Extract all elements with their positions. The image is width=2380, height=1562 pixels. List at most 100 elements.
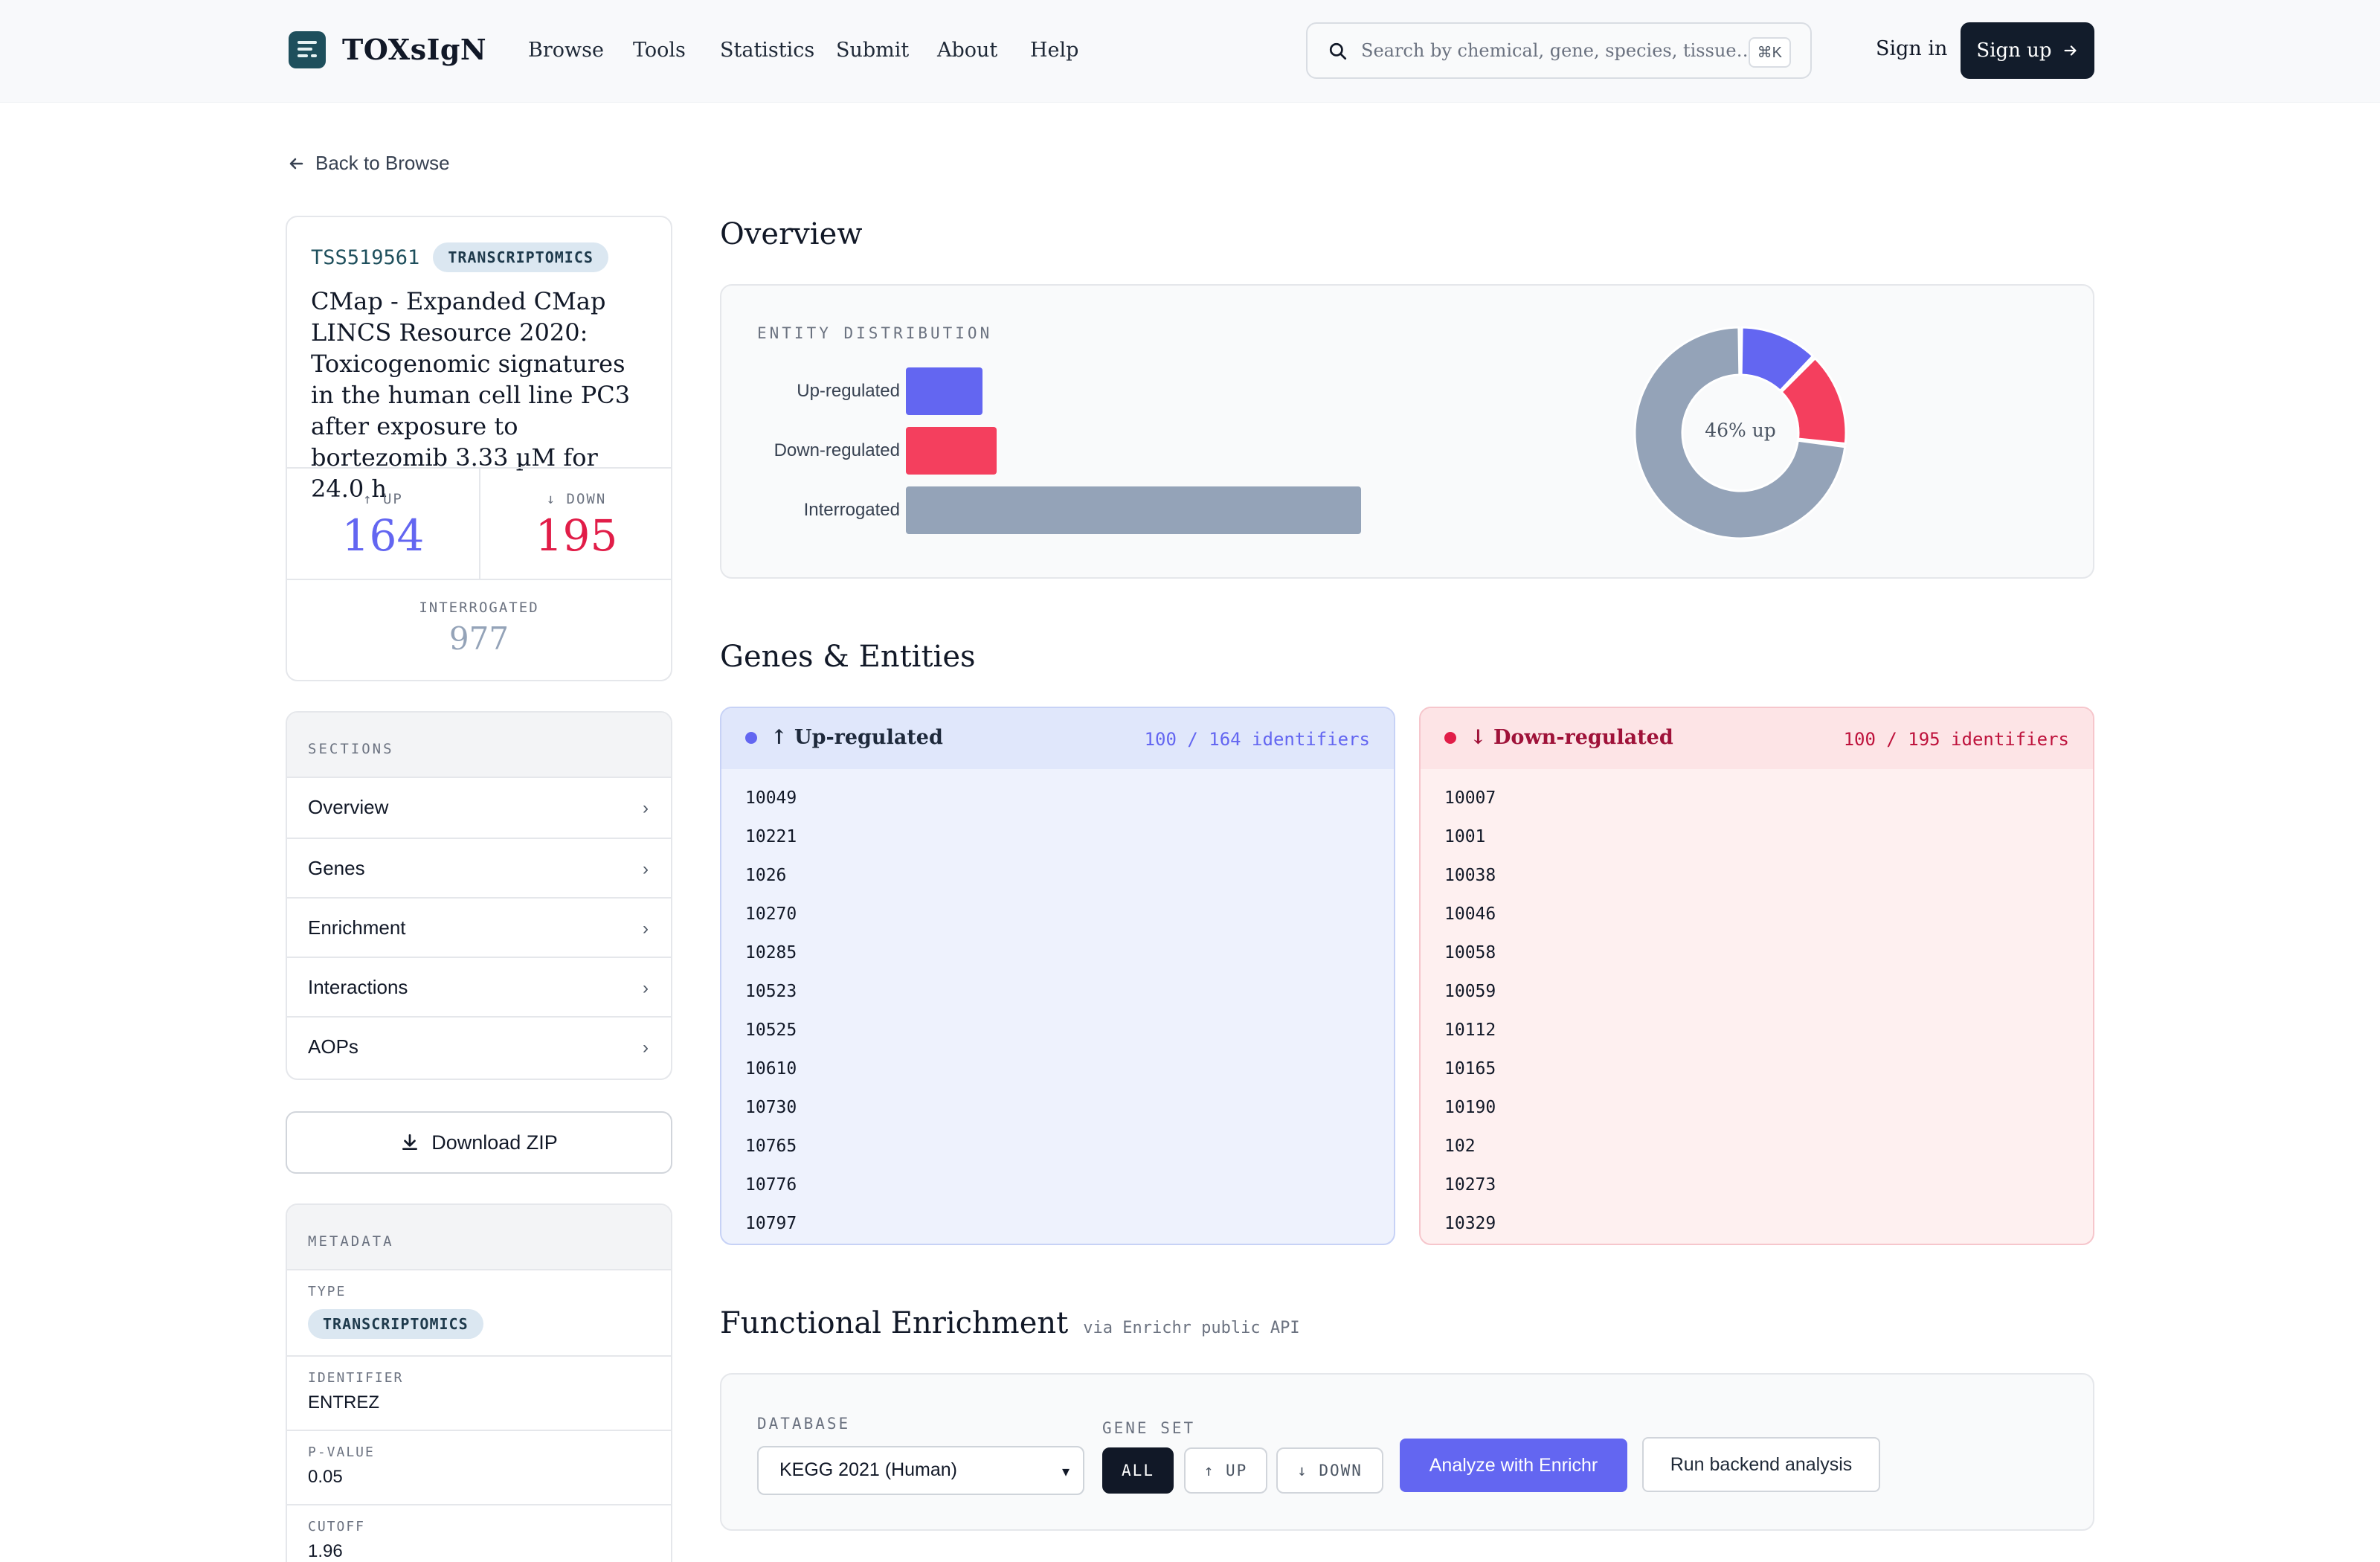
bar-label: Up-regulated [797,381,900,401]
database-select[interactable]: KEGG 2021 (Human) ▾ [757,1446,1084,1495]
gene-id-item[interactable]: 10730 [745,1098,797,1117]
chevron-down-icon: ▾ [1061,1464,1070,1480]
gene-id-item[interactable]: 10038 [1444,866,1496,885]
section-label: Overview [308,796,389,818]
gene-id-item[interactable]: 10046 [1444,904,1496,924]
meta-identifier: IDENTIFIER ENTREZ [287,1355,671,1430]
nav-about[interactable]: About [937,39,998,62]
section-label: Enrichment [308,916,406,939]
search-input[interactable]: Search by chemical, gene, species, tissu… [1306,22,1812,79]
gene-id-item[interactable]: 10610 [745,1059,797,1079]
enrichment-subtitle: via Enrichr public API [1083,1319,1300,1337]
gene-id-item[interactable]: 10776 [745,1175,797,1195]
gene-id-item[interactable]: 10221 [745,827,797,846]
section-enrichment[interactable]: Enrichment › [287,897,671,957]
metadata-card: METADATA TYPE TRANSCRIPTOMICS IDENTIFIER… [286,1203,672,1562]
meta-cutoff: CUTOFF 1.96 [287,1504,671,1562]
search-icon [1329,42,1347,60]
signup-label: Sign up [1976,39,2052,62]
download-label: Download ZIP [431,1131,558,1154]
bar-label: Interrogated [803,500,900,520]
gene-id-item[interactable]: 10270 [745,904,797,924]
meta-key: TYPE [308,1284,347,1299]
up-count: 164 [341,510,425,561]
gene-id-item[interactable]: 1001 [1444,827,1486,846]
gene-id-item[interactable]: 10059 [1444,982,1496,1001]
donut-slice-interrogated[interactable] [1633,326,1847,540]
nav-statistics[interactable]: Statistics [720,39,815,62]
chevron-right-icon: › [643,798,649,818]
overview-panel: ENTITY DISTRIBUTION Up-regulated Down-reg… [720,284,2094,579]
nav-tools[interactable]: Tools [633,39,686,62]
shortcut-badge: ⌘K [1748,37,1791,68]
interrogated-label: INTERROGATED [419,600,539,616]
bar-interrogated[interactable] [906,486,1361,534]
logo-icon[interactable] [289,31,326,68]
nav-help[interactable]: Help [1030,39,1079,62]
geneset-label: GENE SET [1102,1419,1196,1437]
gene-id-item[interactable]: 10007 [1444,788,1496,808]
gene-id-item[interactable]: 10190 [1444,1098,1496,1117]
gene-id-item[interactable]: 10285 [745,943,797,962]
back-link[interactable]: Back to Browse [287,152,450,175]
geneset-up-button[interactable]: ↑ UP [1184,1447,1267,1494]
geneset-all-button[interactable]: ALL [1102,1447,1174,1494]
meta-value: 1.96 [308,1541,343,1561]
donut-center-label: 46% up [1705,420,1776,441]
study-title: CMap - Expanded CMap LINCS Resource 2020… [311,287,631,503]
up-dot-icon [745,731,757,744]
down-dot-icon [1444,731,1456,744]
download-zip-button[interactable]: Download ZIP [286,1111,672,1174]
nav-browse[interactable]: Browse [528,39,604,62]
gene-id-item[interactable]: 1026 [745,866,787,885]
chevron-right-icon: › [643,859,649,879]
analyze-enrichr-button[interactable]: Analyze with Enrichr [1400,1439,1627,1492]
interrogated-count: 977 [448,620,509,657]
database-label: DATABASE [757,1415,851,1433]
bar-up-regulated[interactable] [906,367,982,415]
back-label: Back to Browse [315,152,450,174]
nav-submit[interactable]: Submit [836,39,910,62]
meta-type-badge: TRANSCRIPTOMICS [308,1309,483,1339]
section-interactions[interactable]: Interactions › [287,957,671,1016]
meta-value: 0.05 [308,1467,343,1487]
signin-link[interactable]: Sign in [1876,37,1948,60]
section-genes[interactable]: Genes › [287,838,671,897]
run-backend-button[interactable]: Run backend analysis [1642,1437,1880,1492]
down-label: ↓ DOWN [546,491,607,507]
donut-slice-down-regulated[interactable] [1780,357,1847,446]
meta-value: ENTREZ [308,1392,379,1412]
section-aops[interactable]: AOPs › [287,1016,671,1076]
logo-text[interactable]: TOXsIgN [342,33,487,66]
section-label: AOPs [308,1035,358,1058]
meta-key: P-VALUE [308,1444,375,1460]
chevron-right-icon: › [643,978,649,998]
gene-id-item[interactable]: 10525 [745,1021,797,1040]
gene-id-item[interactable]: 10165 [1444,1059,1496,1079]
signup-button[interactable]: Sign up [1961,22,2094,79]
enrichment-heading-row: Functional Enrichment via Enrichr public … [720,1306,1300,1340]
metadata-title: METADATA [308,1233,394,1250]
study-id: TSS519561 [311,245,420,269]
arrow-left-icon [289,158,303,169]
gene-id-item[interactable]: 10329 [1444,1214,1496,1233]
sections-card: SECTIONS Overview › Genes › Enrichment › In… [286,711,672,1080]
geneset-down-button[interactable]: ↓ DOWN [1276,1447,1383,1494]
distribution-donut-chart [1633,326,1847,540]
meta-pvalue: P-VALUE 0.05 [287,1430,671,1504]
gene-id-item[interactable]: 10273 [1444,1175,1496,1195]
section-label: Interactions [308,976,408,998]
donut-slice-up-regulated[interactable] [1740,326,1814,392]
gene-id-item[interactable]: 10049 [745,788,797,808]
gene-id-item[interactable]: 102 [1444,1137,1476,1156]
section-overview[interactable]: Overview › [287,778,671,838]
bar-down-regulated[interactable] [906,427,997,475]
gene-id-item[interactable]: 10797 [745,1214,797,1233]
gene-id-item[interactable]: 10523 [745,982,797,1001]
up-label: ↑ UP [363,491,403,507]
gene-id-item[interactable]: 10765 [745,1137,797,1156]
gene-id-item[interactable]: 10112 [1444,1021,1496,1040]
chevron-right-icon: › [643,919,649,939]
gene-id-item[interactable]: 10058 [1444,943,1496,962]
sections-title: SECTIONS [308,741,394,757]
